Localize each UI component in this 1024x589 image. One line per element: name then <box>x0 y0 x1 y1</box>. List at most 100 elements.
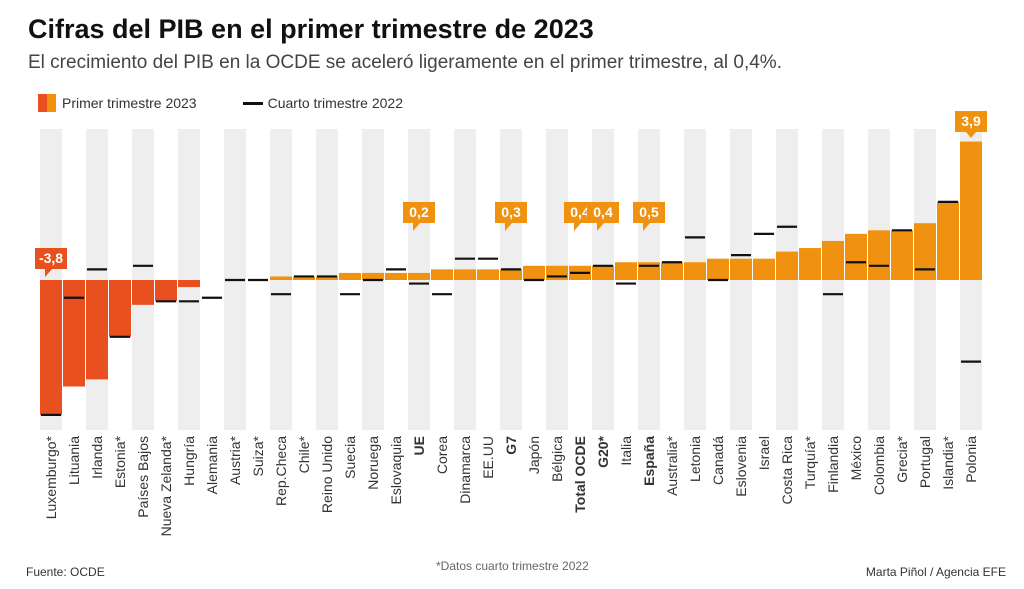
data-label-pointer <box>505 223 512 231</box>
data-label-pointer <box>643 223 650 231</box>
bar-q1 <box>270 276 292 280</box>
bar-q1 <box>477 269 499 280</box>
category-label: Suecia <box>342 436 358 479</box>
page-title: Cifras del PIB en el primer trimestre de… <box>28 14 594 44</box>
category-label: Hungría <box>181 436 197 486</box>
data-label: -3,8 <box>39 250 63 266</box>
bar-q1 <box>753 258 775 280</box>
data-label-pointer <box>413 223 420 231</box>
bar-q1 <box>454 269 476 280</box>
category-label: Colombia <box>871 436 887 495</box>
data-label-pointer <box>574 223 581 231</box>
category-label: España <box>641 436 657 486</box>
bar-q1 <box>661 262 683 280</box>
category-label: Alemania <box>204 436 220 495</box>
data-label: 0,4 <box>593 204 613 220</box>
bar-q1 <box>362 272 384 280</box>
bar-q1 <box>937 201 959 280</box>
category-label: G20* <box>595 435 611 467</box>
data-label-box <box>587 202 619 223</box>
data-label-pointer <box>45 269 52 277</box>
data-label: 0,3 <box>501 204 521 220</box>
legend-label-q1: Primer trimestre 2023 <box>62 95 197 111</box>
bar-q1 <box>822 240 844 280</box>
category-label: Canadá <box>710 436 726 485</box>
category-label: Luxemburgo* <box>43 435 59 519</box>
data-label-pointer <box>597 223 604 231</box>
category-label: Chile* <box>296 435 312 473</box>
category-label: Austria* <box>227 435 243 485</box>
data-label-box <box>633 202 665 223</box>
data-label: 0,4 <box>570 204 590 220</box>
category-label: Turquía* <box>802 435 818 489</box>
category-label: Finlandia <box>825 436 841 493</box>
bar-q1 <box>178 280 200 288</box>
category-label: Noruega <box>365 436 381 490</box>
category-label: Eslovaquia <box>388 436 404 505</box>
bar-q1 <box>431 269 453 280</box>
data-label-box <box>403 202 435 223</box>
category-label: Letonia <box>687 436 703 482</box>
gdp-bar-chart: Luxemburgo* Lituania Irlanda Estonia* Países… <box>35 111 987 536</box>
category-label: Lituania <box>66 436 82 485</box>
category-label: Países Bajos <box>135 436 151 518</box>
data-label-box <box>35 248 67 269</box>
legend-swatch-q1 <box>38 94 56 112</box>
category-label: G7 <box>503 436 519 455</box>
legend-label-q4: Cuarto trimestre 2022 <box>267 95 403 111</box>
bar-q1 <box>592 265 614 280</box>
category-label: Polonia <box>963 436 979 483</box>
bar-q1 <box>615 262 637 280</box>
category-label: UE <box>411 436 427 455</box>
category-label: Japón <box>526 436 542 474</box>
category-label: Irlanda <box>89 436 105 479</box>
category-label: EE.UU <box>480 436 496 479</box>
bar-q1 <box>707 258 729 280</box>
bar-q1 <box>776 251 798 280</box>
data-label: 0,5 <box>639 204 659 220</box>
data-label-pointer <box>966 132 976 138</box>
bar-q1 <box>868 230 890 280</box>
category-label: Italia <box>618 436 634 466</box>
bar-q1 <box>86 280 108 380</box>
category-label: Reino Unido <box>319 436 335 513</box>
category-label: Eslovenia <box>733 436 749 497</box>
column-band <box>178 129 200 430</box>
source-note: Fuente: OCDE <box>26 565 105 579</box>
bar-q1 <box>132 280 154 305</box>
column-band <box>132 129 154 430</box>
category-label: Bélgica <box>549 436 565 482</box>
credit-note: Marta Piñol / Agencia EFE <box>865 565 1006 579</box>
bar-q1 <box>799 248 821 280</box>
category-label: Portugal <box>917 436 933 488</box>
category-label: Islandia* <box>940 435 956 489</box>
bar-q1 <box>845 233 867 280</box>
page-subtitle: El crecimiento del PIB en la OCDE se ace… <box>28 52 782 73</box>
category-label: Total OCDE <box>572 436 588 513</box>
bar-q1 <box>316 276 338 280</box>
data-label-box <box>955 111 987 132</box>
category-label: Israel <box>756 436 772 470</box>
category-label: Costa Rica <box>779 436 795 505</box>
bar-q1 <box>523 265 545 280</box>
bar-q1 <box>546 265 568 280</box>
bar-q1 <box>891 230 913 280</box>
data-label: 0,2 <box>409 204 429 220</box>
chart-legend: Primer trimestre 2023 Cuarto trimestre 2… <box>38 94 403 112</box>
bar-q1 <box>339 272 361 280</box>
bar-q1 <box>914 223 936 280</box>
legend-marker-q4 <box>242 101 263 105</box>
category-label: Rep.Checa <box>273 436 289 506</box>
bar-q1 <box>500 269 522 280</box>
column-band <box>86 129 108 430</box>
bar-q1 <box>293 276 315 280</box>
category-label: Estonia* <box>112 435 128 488</box>
bar-q1 <box>960 141 982 280</box>
category-label: Corea <box>434 436 450 474</box>
bar-q1 <box>408 272 430 280</box>
data-label-box <box>495 202 527 223</box>
category-label: Nueva Zelanda* <box>158 435 174 536</box>
category-label: Suiza* <box>250 435 266 476</box>
bar-q1 <box>385 272 407 280</box>
bar-q1 <box>109 280 131 337</box>
